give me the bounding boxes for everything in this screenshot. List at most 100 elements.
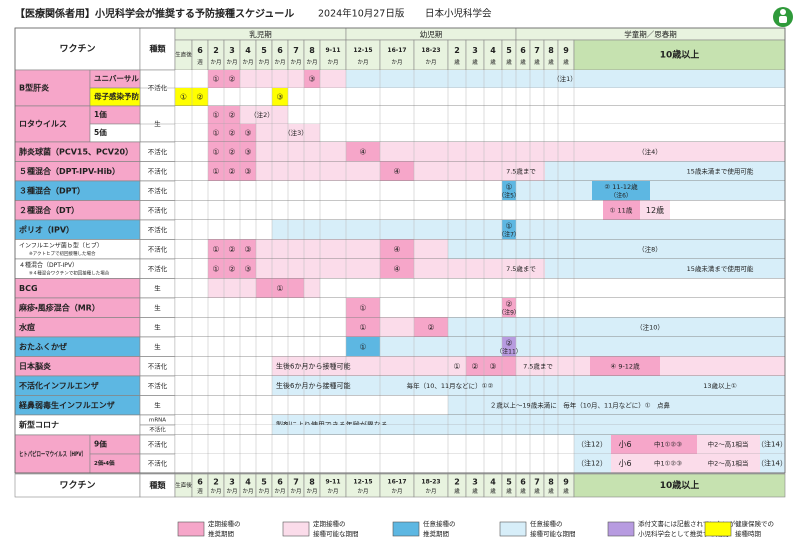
age-unit: か月	[425, 488, 436, 495]
vaccine-name: ５種混合（DPT-IPV-Hib）	[19, 166, 120, 176]
vaccine-name: 麻疹・風疹混合（MR）	[18, 302, 100, 312]
age-unit: 歳	[490, 487, 496, 495]
period-bar	[466, 356, 484, 376]
period-bar	[256, 239, 380, 259]
age-cell	[319, 39, 347, 71]
schedule-text: 小6	[618, 440, 631, 449]
vaccine-type: 生	[154, 400, 161, 409]
schedule-text: ②	[505, 338, 512, 347]
age-label: 6	[277, 46, 283, 55]
period-bar	[448, 395, 785, 415]
schedule-text: ③	[276, 93, 283, 102]
age-label: 3	[229, 478, 235, 487]
age-unit: 歳	[472, 487, 478, 495]
schedule-text: ①	[505, 182, 512, 191]
schedule-text: 中2～高1相当	[708, 459, 749, 468]
vaccine-type: 不活化	[148, 244, 168, 253]
legend-label: 接種時期	[735, 529, 762, 538]
period-bar	[448, 317, 785, 337]
legend-label: 添付文書には記載されていないが	[638, 519, 736, 528]
age-label: 5	[506, 46, 512, 55]
schedule-text: 13歳以上①	[703, 381, 737, 390]
logo	[773, 7, 793, 27]
period-bar	[304, 70, 320, 88]
period-bar	[574, 435, 611, 454]
schedule-text: ②	[228, 75, 235, 84]
legend-swatch	[499, 521, 527, 537]
age-unit: か月	[327, 488, 338, 495]
age-unit: 歳	[548, 58, 554, 66]
period-bar	[256, 278, 304, 298]
age-cell	[413, 39, 449, 71]
legend-label: 定期接種の	[208, 519, 241, 528]
age-unit: か月	[226, 488, 237, 495]
age-label: 4	[245, 478, 251, 487]
schedule-text: 7.5歳まで	[506, 166, 536, 175]
age-unit: 歳	[454, 487, 460, 495]
vaccine-type: 不活化	[148, 440, 168, 449]
schedule-text: ②	[196, 93, 203, 102]
vaccine-type: 不活化	[148, 205, 168, 214]
age-unit: 歳	[506, 487, 512, 495]
schedule-text: ①	[505, 221, 512, 230]
age-label: 生直後	[175, 481, 192, 489]
legend-swatch	[282, 521, 310, 537]
vaccine-type: 不活化	[148, 225, 168, 234]
period-label: 学童期／思春期	[624, 29, 677, 39]
age-unit: 週	[197, 58, 203, 66]
header-vaccine: ワクチン	[59, 44, 95, 55]
period-label: 乳児期	[249, 29, 272, 39]
vaccine-name: 経鼻弱毒生インフルエンザ	[18, 400, 115, 410]
schedule-row	[175, 88, 785, 106]
vaccine-type: 生	[154, 303, 161, 312]
age-unit: か月	[210, 59, 221, 66]
vaccine-name: ３種混合（DPT）	[19, 185, 85, 195]
age-label: 10歳以上	[660, 479, 700, 491]
vaccine-type: 不活化	[148, 147, 168, 156]
schedule-text: ①	[212, 111, 219, 120]
period-bar	[256, 142, 346, 162]
age-unit: 歳	[472, 58, 478, 66]
schedule-text: 中1①②③	[654, 440, 682, 449]
legend-label: 小児科学会として推奨する期間	[638, 529, 729, 538]
vaccine-type: 生	[154, 342, 161, 351]
period-bar	[208, 278, 256, 298]
age-label: 7	[293, 478, 299, 487]
age-unit: か月	[226, 59, 237, 66]
schedule-text: 中2～高1相当	[708, 440, 749, 449]
schedule-text: （注9）	[498, 308, 520, 316]
age-unit: か月	[290, 59, 301, 66]
age-label: 6	[197, 46, 203, 55]
period-bar	[208, 161, 256, 181]
legend-swatch	[704, 521, 732, 537]
age-unit: か月	[391, 59, 402, 66]
period-bar	[346, 298, 380, 318]
schedule-text: ②	[228, 167, 235, 176]
schedule-row	[175, 200, 785, 220]
vaccine-name: BCG	[19, 284, 38, 293]
age-label: 2	[454, 478, 460, 487]
period-bar	[414, 317, 448, 337]
vaccine-type: 不活化	[148, 83, 168, 92]
period-bar	[272, 356, 466, 376]
age-unit: 歳	[534, 487, 540, 495]
schedule-text: ③	[244, 129, 251, 138]
period-bar	[640, 200, 670, 220]
vaccine-type: 不活化	[148, 186, 168, 195]
legend-swatch	[392, 521, 420, 537]
period-bar	[502, 337, 516, 357]
legend-label: 任意接種の	[423, 519, 456, 528]
age-label: 8	[309, 478, 315, 487]
period-bar	[175, 88, 192, 106]
sub-name: 1価	[94, 109, 107, 119]
vaccine-type: 不活化	[148, 361, 168, 370]
age-label: 6	[197, 478, 203, 487]
period-bar	[414, 259, 545, 279]
age-label: 4	[490, 46, 496, 55]
period-bar	[272, 220, 502, 240]
schedule-text: ④	[393, 264, 400, 273]
age-label: 3	[229, 46, 235, 55]
age-label: 16-17	[387, 47, 406, 54]
period-bar	[208, 142, 256, 162]
period-bar	[640, 454, 697, 473]
